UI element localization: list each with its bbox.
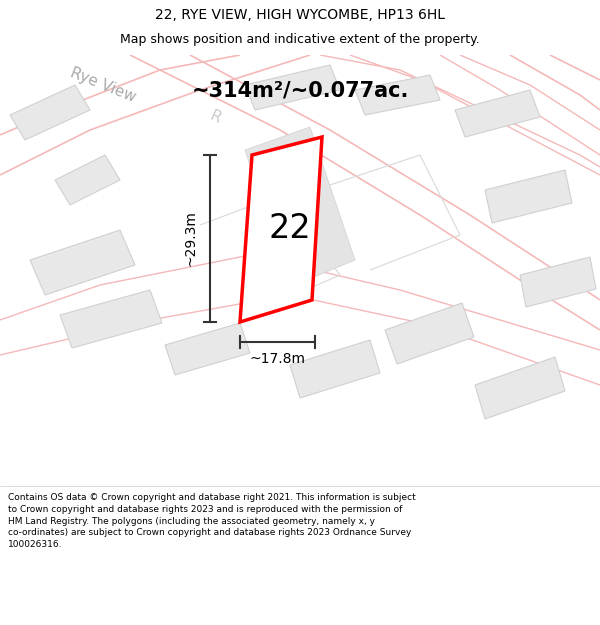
Text: Map shows position and indicative extent of the property.: Map shows position and indicative extent… (120, 33, 480, 46)
Text: R: R (207, 108, 223, 126)
Polygon shape (60, 290, 162, 348)
Polygon shape (245, 65, 340, 110)
Polygon shape (475, 357, 565, 419)
Polygon shape (165, 323, 250, 375)
Polygon shape (485, 170, 572, 223)
Text: ~17.8m: ~17.8m (250, 352, 305, 366)
Polygon shape (55, 155, 120, 205)
Polygon shape (455, 90, 540, 137)
Polygon shape (290, 340, 380, 398)
Text: ~314m²/~0.077ac.: ~314m²/~0.077ac. (191, 80, 409, 100)
Polygon shape (30, 230, 135, 295)
Text: 22, RYE VIEW, HIGH WYCOMBE, HP13 6HL: 22, RYE VIEW, HIGH WYCOMBE, HP13 6HL (155, 8, 445, 22)
Polygon shape (385, 303, 474, 364)
Text: 22: 22 (268, 212, 311, 245)
Polygon shape (240, 137, 322, 322)
Text: ~29.3m: ~29.3m (183, 211, 197, 266)
Text: Contains OS data © Crown copyright and database right 2021. This information is : Contains OS data © Crown copyright and d… (8, 493, 416, 549)
Polygon shape (245, 127, 355, 287)
Text: Rye View: Rye View (68, 65, 138, 105)
Polygon shape (355, 75, 440, 115)
Polygon shape (520, 257, 596, 307)
Polygon shape (10, 85, 90, 140)
